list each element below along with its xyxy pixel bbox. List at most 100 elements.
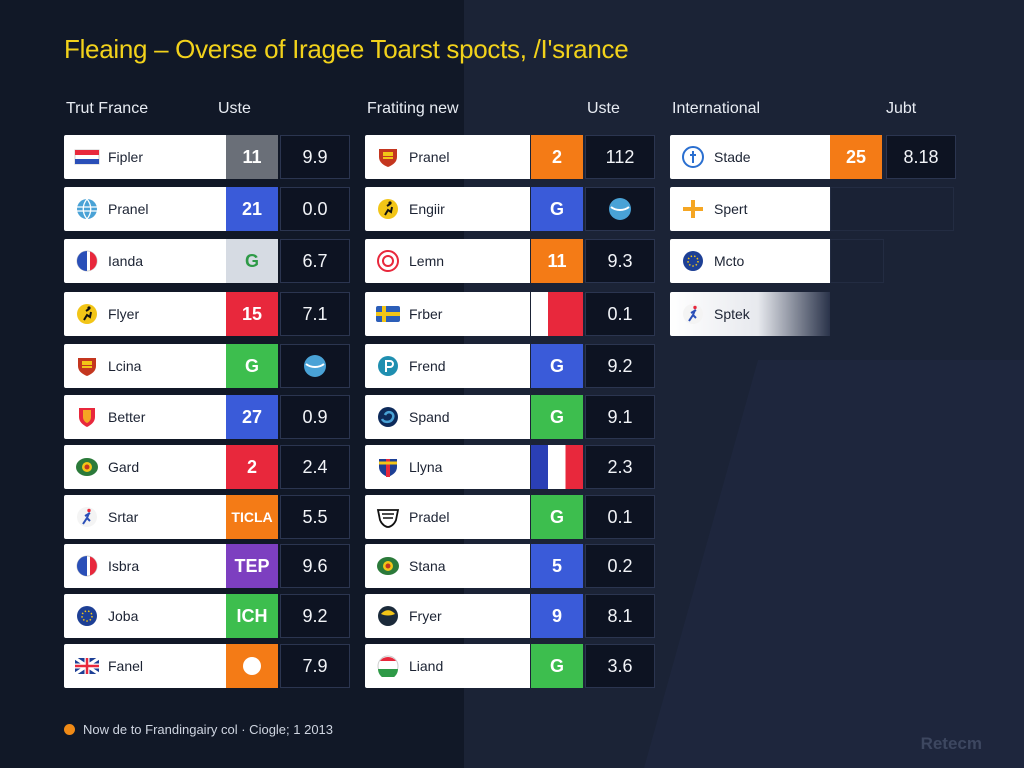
row-name-cell: Fryer [365,594,530,638]
row-name-cell: Frend [365,344,530,388]
row-rank-badge: ICH [226,594,278,638]
row-rank-badge: G [531,187,583,231]
row-name-cell: Srtar [64,495,226,539]
table-row[interactable]: Fryer 9 8.1 [365,594,655,638]
table-row[interactable]: Ianda G 6.7 [64,239,350,283]
row-name-cell: Isbra [64,544,226,588]
table-row[interactable]: Mcto [670,239,954,283]
crest-icon [375,146,401,168]
table-row[interactable]: Srtar TICLA 5.5 [64,495,350,539]
row-score-value: 5.5 [280,495,350,539]
row-name: Pranel [108,201,149,217]
row-name-cell: Liand [365,644,530,688]
cross-icon [680,198,706,220]
table-row[interactable]: Sptek [670,292,954,336]
row-rank-badge: 2 [226,445,278,489]
table-row[interactable]: Lemn 11 9.3 [365,239,655,283]
flag-icon [74,146,100,168]
row-score-value: 0.2 [585,544,655,588]
table-row[interactable]: Llyna 2.3 [365,445,655,489]
table-row[interactable]: Engiir G [365,187,655,231]
circle-u-icon [243,657,261,675]
row-rank-badge: 11 [226,135,278,179]
table-row[interactable]: Spert [670,187,954,231]
eu-icon [74,605,100,627]
column-header-value: Uste [587,100,620,117]
row-rank-badge: G [531,344,583,388]
empty-cell [830,239,884,283]
row-rank-badge: 11 [531,239,583,283]
table-row[interactable]: Fipler 11 9.9 [64,135,350,179]
row-name: Engiir [409,201,445,217]
row-name-cell: Flyer [64,292,226,336]
table-row[interactable]: Frend G 9.2 [365,344,655,388]
table-row[interactable]: Spand G 9.1 [365,395,655,439]
table-row[interactable]: Pranel 2 112 [365,135,655,179]
table-row[interactable]: Isbra TEP 9.6 [64,544,350,588]
row-name: Flyer [108,306,140,322]
france-flag-icon [74,555,100,577]
column-header-title: Fratiting new [367,100,459,117]
row-rank-badge [226,644,278,688]
row-score-value: 9.1 [585,395,655,439]
table-row[interactable]: Pranel 21 0.0 [64,187,350,231]
row-score-value: 2.4 [280,445,350,489]
table-row[interactable]: Lcina G [64,344,350,388]
row-rank-badge: G [531,495,583,539]
table-row[interactable]: Flyer 15 7.1 [64,292,350,336]
row-name: Fryer [409,608,442,624]
row-name: Lcina [108,358,142,374]
row-name: Fipler [108,149,144,165]
table-row[interactable]: Pradel G 0.1 [365,495,655,539]
row-name-cell: Engiir [365,187,530,231]
table-row[interactable]: Stade 25 8.18 [670,135,956,179]
footer: Now de to Frandingairy col · Ciogle; 1 2… [64,722,333,737]
row-name: Joba [108,608,139,624]
france-flag-icon [74,250,100,272]
row-rank-badge: G [226,239,278,283]
row-rank-badge: G [531,644,583,688]
dark-crest-icon [375,605,401,627]
row-name-cell: Llyna [365,445,530,489]
table-row[interactable]: Joba ICH 9.2 [64,594,350,638]
row-rank-badge [531,292,583,336]
runner-icon [375,198,401,220]
row-name-cell: Gard [64,445,226,489]
table-row[interactable]: Gard 2 2.4 [64,445,350,489]
row-score-value: 9.9 [280,135,350,179]
row-score-value [280,344,350,388]
row-name: Llyna [409,459,443,475]
row-name-cell: Stade [670,135,830,179]
row-rank-badge: 25 [830,135,882,179]
emblem-icon [375,555,401,577]
table-row[interactable]: Better 27 0.9 [64,395,350,439]
uk-flag-icon [74,655,100,677]
row-score-value: 8.18 [886,135,956,179]
shield-icon [74,406,100,428]
row-name: Spand [409,409,450,425]
row-name: Mcto [714,253,745,269]
row-rank-badge: TEP [226,544,278,588]
column-header-title: International [672,100,761,117]
table-row[interactable]: Frber 0.1 [365,292,655,336]
row-score-value: 6.7 [280,239,350,283]
table-row[interactable]: Liand G 3.6 [365,644,655,688]
row-rank-badge: 27 [226,395,278,439]
row-score-value: 0.1 [585,495,655,539]
table-row[interactable]: Stana 5 0.2 [365,544,655,588]
row-name-cell: Fanel [64,644,226,688]
row-score-value: 9.3 [585,239,655,283]
row-name-cell: Pradel [365,495,530,539]
row-name-cell: Spand [365,395,530,439]
swirl-icon [375,406,401,428]
row-name: Pradel [409,509,450,525]
row-name-cell: Stana [365,544,530,588]
row-name: Gard [108,459,140,475]
row-name: Ianda [108,253,144,269]
globe-icon [609,198,631,220]
eu-icon [680,250,706,272]
row-name-cell: Mcto [670,239,830,283]
row-rank-badge: G [226,344,278,388]
row-score-value: 0.1 [585,292,655,336]
table-row[interactable]: Fanel 7.9 [64,644,350,688]
